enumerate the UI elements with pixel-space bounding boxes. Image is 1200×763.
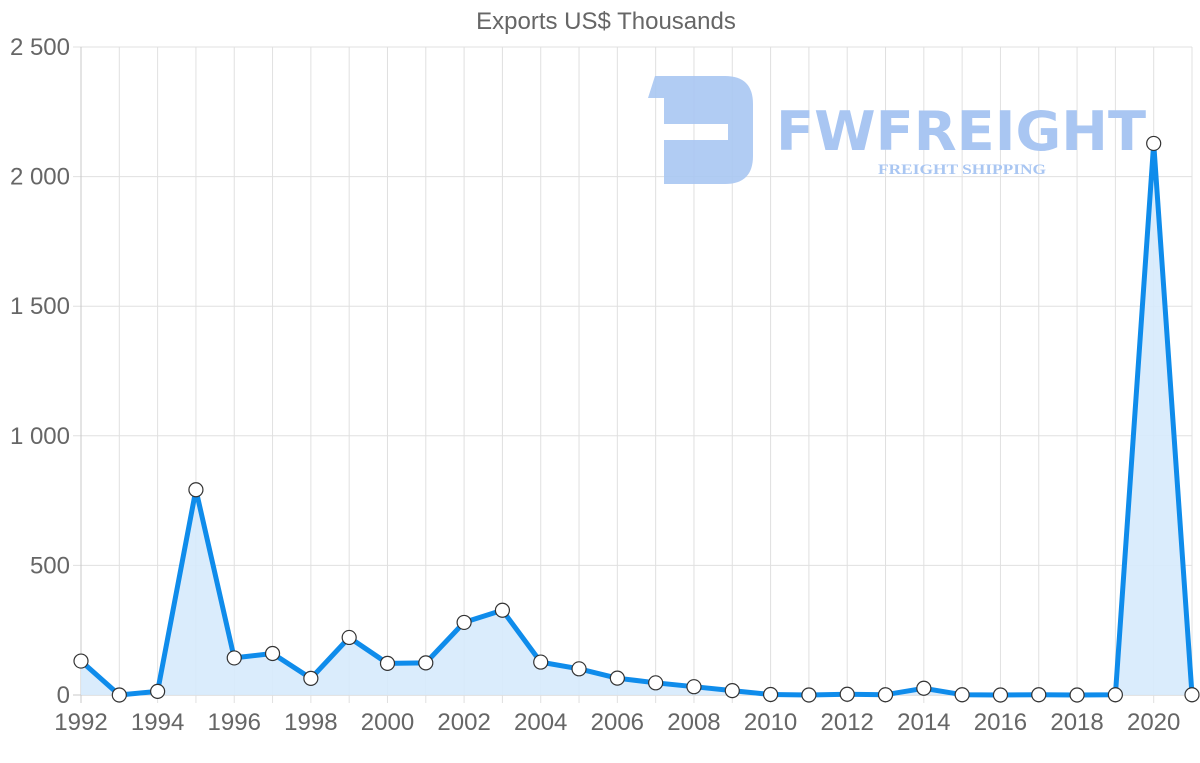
watermark-tagline: FREIGHT SHIPPING: [878, 162, 1046, 178]
x-axis-ticks: 1992 1994 1996 1998 2000 2002 2004 2006 2008 2010…: [54, 709, 1180, 736]
data-points: [73, 135, 1200, 703]
data-point-2005[interactable]: [571, 661, 587, 677]
data-point-2011[interactable]: [801, 687, 817, 703]
data-point-1995[interactable]: [188, 482, 204, 498]
watermark-brand: FWFREIGHT: [776, 100, 1146, 163]
data-point-2012[interactable]: [839, 686, 855, 702]
data-point-2006[interactable]: [609, 670, 625, 686]
data-point-2004[interactable]: [533, 654, 549, 670]
x-tick-label: 2000: [361, 709, 414, 736]
data-point-2002[interactable]: [456, 614, 472, 631]
area-fill: [81, 143, 1192, 695]
data-point-1993[interactable]: [111, 687, 127, 703]
x-tick-label: 2010: [744, 709, 797, 736]
y-tick-label: 2 500: [10, 34, 70, 61]
x-tick-label: 2008: [667, 709, 720, 736]
x-tick-label: 1992: [54, 709, 107, 736]
data-point-2016[interactable]: [992, 687, 1009, 703]
x-tick-label: 2012: [821, 709, 874, 736]
x-tick-label: 2004: [514, 709, 567, 736]
y-axis-ticks: 0 500 1 000 1 500 2 000 2 500: [10, 34, 70, 709]
data-point-1992[interactable]: [73, 653, 89, 669]
data-point-2008[interactable]: [686, 679, 702, 695]
x-tick-label: 2016: [974, 709, 1027, 736]
watermark-logo: FWFREIGHT FREIGHT SHIPPING: [648, 76, 1146, 184]
data-point-1998[interactable]: [303, 670, 319, 687]
data-point-2001[interactable]: [418, 655, 434, 671]
series-line: [78, 140, 1195, 698]
y-tick-label: 0: [57, 682, 70, 709]
data-point-2013[interactable]: [877, 687, 894, 703]
data-point-2018[interactable]: [1069, 687, 1085, 703]
y-tick-label: 500: [30, 552, 70, 579]
data-point-2007[interactable]: [648, 675, 664, 691]
series-area: [81, 143, 1192, 695]
y-tick-label: 2 000: [10, 164, 70, 191]
x-tick-label: 2002: [437, 709, 490, 736]
data-point-2003[interactable]: [494, 602, 511, 618]
data-point-2000[interactable]: [379, 655, 396, 671]
data-point-2009[interactable]: [724, 682, 740, 699]
logo-mark-icon: [648, 76, 753, 184]
x-tick-label: 2014: [897, 709, 950, 736]
data-point-2020[interactable]: [1146, 135, 1162, 152]
data-point-1997[interactable]: [264, 645, 281, 662]
data-point-1999[interactable]: [341, 629, 357, 646]
x-tick-label: 2006: [591, 709, 644, 736]
data-point-2014[interactable]: [916, 680, 932, 696]
data-point-2021[interactable]: [1184, 687, 1200, 703]
data-point-2010[interactable]: [762, 686, 779, 703]
y-tick-label: 1 000: [10, 423, 70, 450]
data-point-1994[interactable]: [150, 683, 166, 699]
x-tick-label: 1996: [208, 709, 261, 736]
x-tick-label: 2020: [1127, 709, 1180, 736]
data-point-1996[interactable]: [226, 650, 242, 666]
x-tick-label: 1998: [284, 709, 337, 736]
y-tick-label: 1 500: [10, 293, 70, 320]
data-point-2017[interactable]: [1031, 687, 1047, 703]
chart-title: Exports US$ Thousands: [476, 8, 736, 35]
data-point-2015[interactable]: [954, 687, 970, 703]
data-line: [78, 140, 1195, 698]
x-tick-label: 2018: [1050, 709, 1103, 736]
data-point-2019[interactable]: [1107, 687, 1123, 703]
x-tick-label: 1994: [131, 709, 184, 736]
